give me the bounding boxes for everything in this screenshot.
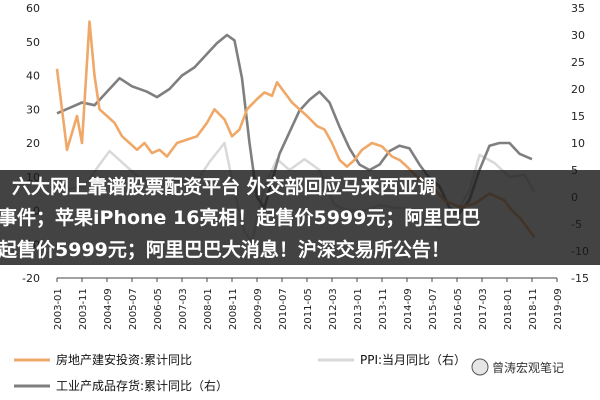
legend-label-construction-investment: 房地产建安投资:累计同比 [56, 352, 192, 367]
right-tick-label: 35 [571, 2, 585, 15]
banner-line-1: 六大网上靠谱股票配资平台 外交部回应马来西亚调 [12, 175, 437, 198]
x-tick-label: 2018-01 [503, 288, 514, 330]
x-tick-label: 2019-09 [553, 288, 564, 330]
banner-line-3: 起售价5999元；阿里巴巴大消息！沪深交易所公告！ [0, 238, 450, 261]
watermark: 曾涛宏观笔记 [471, 358, 564, 376]
x-tick-label: 2006-05 [153, 288, 164, 330]
x-tick-label: 2003-01 [53, 288, 64, 330]
x-tick-label: 2008-01 [203, 288, 214, 330]
right-tick-label: 10 [571, 137, 585, 150]
x-tick-label: 2013-01 [353, 288, 364, 330]
x-tick-label: 2010-07 [278, 288, 289, 330]
x-tick-label: 2013-11 [378, 288, 389, 330]
banner-row-3-bg [0, 232, 600, 265]
left-tick-label: -20 [22, 272, 40, 285]
left-tick-label: 50 [26, 36, 40, 49]
right-tick-label: 15 [571, 110, 585, 123]
x-tick-label: 2011-05 [303, 288, 314, 330]
x-tick-label: 2016-05 [453, 288, 464, 330]
legend-label-inventory: 工业产成品存货:累计同比（右） [56, 378, 228, 393]
left-tick-label: 40 [26, 70, 40, 83]
watermark-text: 曾涛宏观笔记 [492, 360, 564, 375]
x-tick-label: 2009-09 [253, 288, 264, 330]
x-tick-label: 2004-09 [103, 288, 114, 330]
left-tick-label: 60 [26, 2, 40, 15]
x-axis: 2003-01 2003-11 2004-09 2005-07 2006-05 2007-… [53, 278, 564, 330]
news-banner-overlay: 六大网上靠谱股票配资平台 外交部回应马来西亚调 事件；苹果iPhone 16亮相… [0, 170, 600, 265]
legend: 房地产建安投资:累计同比 PPI:当月同比（右） 工业产成品存货:累计同比（右） [14, 352, 466, 393]
banner-row-2-bg [0, 200, 600, 232]
banner-row-1-bg [0, 170, 600, 200]
left-tick-label: 30 [26, 103, 40, 116]
x-tick-label: 2003-11 [78, 288, 89, 330]
x-tick-label: 2018-11 [528, 288, 539, 330]
x-tick-label: 2008-11 [228, 288, 239, 330]
right-tick-label: -15 [571, 272, 589, 285]
left-tick-label: 20 [26, 137, 40, 150]
x-tick-label: 2012-03 [328, 288, 339, 330]
legend-label-ppi: PPI:当月同比（右） [360, 352, 466, 367]
x-tick-label: 2005-07 [128, 288, 139, 330]
x-tick-label: 2014-09 [403, 288, 414, 330]
x-tick-label: 2015-07 [428, 288, 439, 330]
x-tick-label: 2007-03 [178, 288, 189, 330]
wechat-icon [471, 358, 489, 376]
x-tick-label: 2017-03 [478, 288, 489, 330]
right-tick-label: 20 [571, 83, 585, 96]
right-tick-label: 30 [571, 29, 585, 42]
right-tick-label: 25 [571, 56, 585, 69]
banner-line-2: 事件；苹果iPhone 16亮相！起售价5999元；阿里巴巴 [0, 206, 480, 229]
